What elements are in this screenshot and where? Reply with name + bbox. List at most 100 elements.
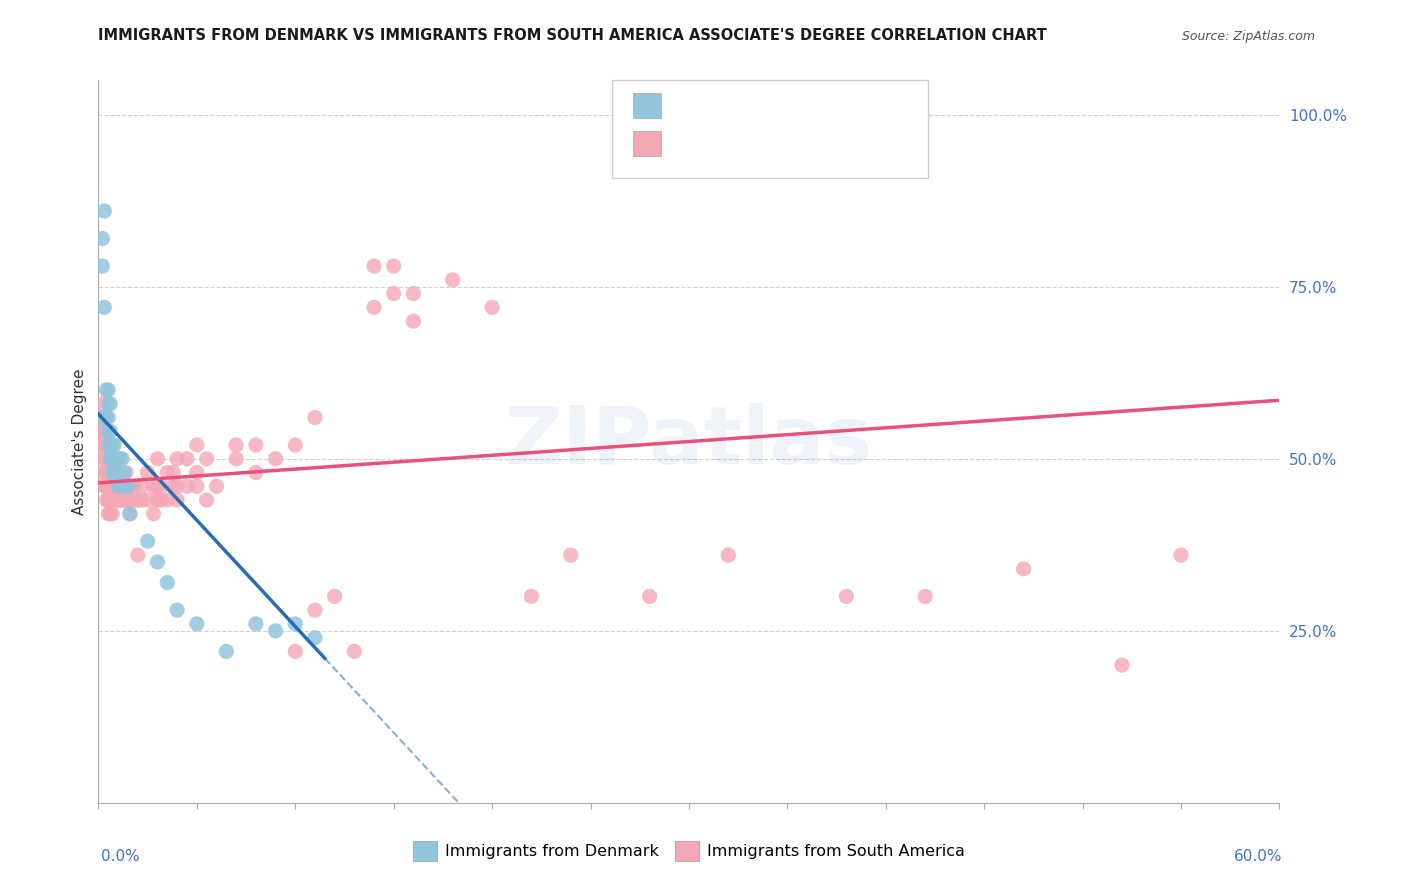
Point (96, 451, 118, 466)
Point (122, 479, 145, 493)
Point (146, 451, 169, 466)
Point (97, 383, 120, 397)
Point (146, 493, 169, 508)
Point (122, 493, 145, 508)
Point (245, 616, 267, 631)
Point (111, 466, 134, 480)
Point (96, 383, 118, 397)
Point (105, 451, 128, 466)
Point (162, 466, 184, 480)
Point (323, 590, 346, 604)
Point (304, 410, 326, 425)
Point (103, 438, 125, 452)
Point (101, 466, 124, 480)
Point (186, 466, 208, 480)
Point (186, 479, 208, 493)
Point (1170, 548, 1192, 562)
Point (520, 590, 543, 604)
Point (117, 479, 139, 493)
Point (96, 438, 118, 452)
Point (118, 507, 141, 521)
Point (560, 548, 582, 562)
Point (112, 466, 135, 480)
Point (96, 466, 118, 480)
Point (97, 507, 120, 521)
Point (105, 466, 128, 480)
Point (142, 507, 165, 521)
Point (146, 555, 169, 569)
Point (101, 451, 124, 466)
Point (101, 493, 124, 508)
Point (111, 493, 134, 508)
Point (225, 451, 247, 466)
Point (205, 479, 228, 493)
Point (264, 451, 287, 466)
Point (91, 424, 114, 438)
Point (402, 286, 425, 301)
Point (101, 507, 124, 521)
Point (93, 410, 115, 425)
Point (91, 438, 114, 452)
Point (382, 286, 405, 301)
Point (105, 479, 128, 493)
Point (914, 590, 936, 604)
Point (284, 644, 307, 658)
Point (93, 479, 115, 493)
Point (284, 616, 307, 631)
Point (98, 479, 121, 493)
Point (107, 493, 129, 508)
Point (835, 590, 858, 604)
Point (93, 424, 115, 438)
Point (97, 424, 120, 438)
Point (186, 616, 208, 631)
Point (98, 451, 121, 466)
Point (93, 301, 115, 315)
Point (96, 493, 118, 508)
Point (176, 451, 198, 466)
Point (136, 493, 159, 508)
Point (89, 410, 111, 425)
Point (166, 603, 188, 617)
Point (112, 479, 135, 493)
Point (97, 397, 120, 411)
Point (136, 466, 159, 480)
Point (131, 479, 153, 493)
Point (96, 410, 118, 425)
Point (402, 314, 425, 328)
Point (111, 479, 134, 493)
Text: IMMIGRANTS FROM DENMARK VS IMMIGRANTS FROM SOUTH AMERICA ASSOCIATE'S DEGREE CORR: IMMIGRANTS FROM DENMARK VS IMMIGRANTS FR… (98, 29, 1047, 43)
Point (103, 493, 125, 508)
Point (101, 451, 124, 466)
Point (186, 438, 208, 452)
Point (717, 548, 740, 562)
Point (101, 466, 124, 480)
Point (108, 466, 131, 480)
Point (156, 575, 179, 590)
Point (127, 548, 149, 562)
Point (117, 493, 139, 508)
Point (304, 631, 326, 645)
Point (245, 438, 267, 452)
Point (118, 507, 141, 521)
Point (176, 479, 198, 493)
Text: Source: ZipAtlas.com: Source: ZipAtlas.com (1181, 30, 1315, 43)
Point (284, 438, 307, 452)
Point (127, 493, 149, 508)
Point (382, 259, 405, 273)
Text: ZIPatlas: ZIPatlas (505, 402, 873, 481)
Text: 60.0%: 60.0% (1234, 849, 1282, 863)
Point (1111, 658, 1133, 673)
Point (91, 259, 114, 273)
Point (150, 493, 173, 508)
Point (112, 493, 135, 508)
Point (105, 466, 128, 480)
Y-axis label: Associate's Degree: Associate's Degree (72, 368, 87, 515)
Point (107, 479, 129, 493)
Point (108, 479, 131, 493)
Point (115, 493, 138, 508)
Point (97, 410, 120, 425)
Point (89, 438, 111, 452)
Text: R =   0.173  N = 107: R = 0.173 N = 107 (669, 135, 856, 153)
Point (91, 231, 114, 245)
Point (98, 493, 121, 508)
